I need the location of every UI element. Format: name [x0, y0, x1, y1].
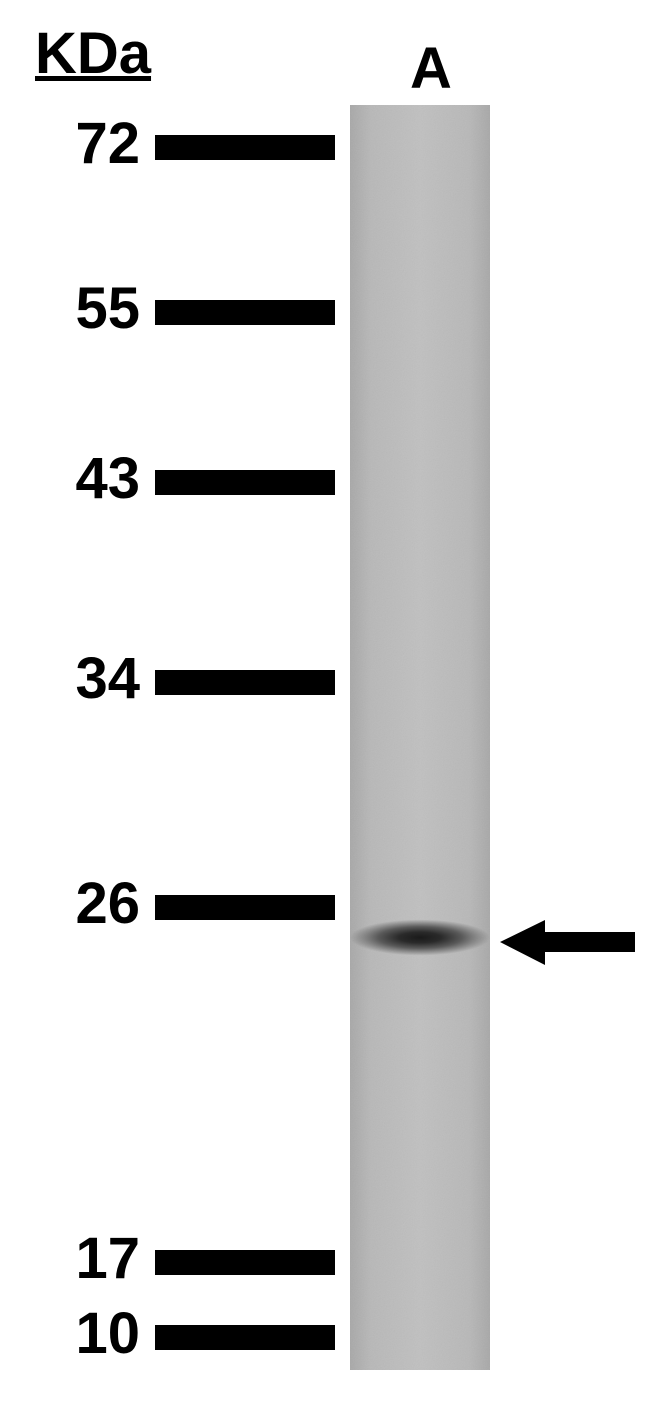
western-blot-figure: KDa A 72 55 43 34 26 17 10	[0, 0, 650, 1403]
mw-label-17: 17	[25, 1225, 140, 1292]
mw-label-72: 72	[25, 110, 140, 177]
gel-lane-a	[350, 105, 490, 1370]
ladder-mark-55	[155, 300, 335, 325]
lane-a-label: A	[410, 35, 452, 102]
mw-label-26: 26	[25, 870, 140, 937]
kda-header-label: KDa	[35, 20, 151, 87]
ladder-mark-72	[155, 135, 335, 160]
mw-label-55: 55	[25, 275, 140, 342]
protein-band	[350, 915, 490, 960]
ladder-mark-17	[155, 1250, 335, 1275]
mw-label-34: 34	[25, 645, 140, 712]
ladder-mark-26	[155, 895, 335, 920]
mw-label-10: 10	[25, 1300, 140, 1367]
ladder-mark-34	[155, 670, 335, 695]
band-arrow	[500, 920, 635, 970]
mw-label-43: 43	[25, 445, 140, 512]
ladder-mark-43	[155, 470, 335, 495]
ladder-mark-10	[155, 1325, 335, 1350]
